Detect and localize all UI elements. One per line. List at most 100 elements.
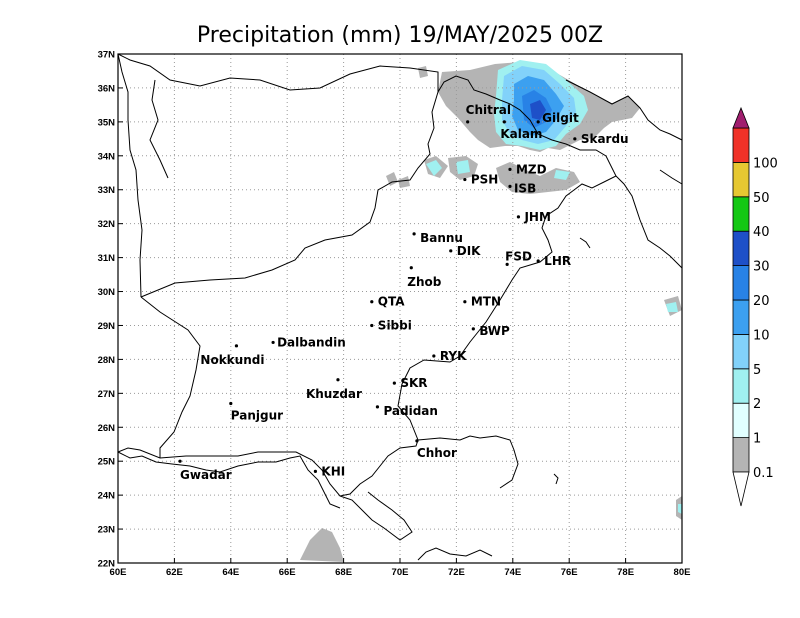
precip-area-light-3 (554, 170, 570, 180)
x-tick-label: 72E (448, 567, 465, 578)
lake-stub (579, 237, 591, 249)
city-label: Padidan (383, 404, 438, 418)
city-jhm: JHM (516, 210, 551, 224)
precip-area-gray-5 (386, 172, 398, 186)
colorbar-label: 5 (753, 363, 761, 378)
colorbar-label: 100 (753, 156, 778, 171)
colorbar-bottom-arrow (732, 471, 750, 507)
precip-area-light-5 (678, 504, 682, 514)
kutch-coast (339, 491, 413, 541)
city-padidan: Padidan (375, 404, 438, 418)
map-gridlines (118, 54, 682, 563)
city-label: FSD (505, 249, 532, 263)
kashmir-china (565, 79, 683, 141)
iran-pakistan-border (140, 296, 201, 458)
city-marker (573, 137, 577, 141)
city-lhr: LHR (536, 254, 571, 268)
city-qta: QTA (370, 295, 405, 309)
city-label: KHI (321, 464, 345, 478)
colorbar-segment (732, 127, 750, 163)
afghan-north (117, 53, 439, 92)
city-marker (336, 378, 340, 382)
y-tick-label: 26N (98, 423, 116, 434)
colorbar-segment (732, 299, 750, 335)
map-boundaries (117, 53, 683, 561)
city-mzd: MZD (508, 162, 547, 176)
city-label: JHM (523, 210, 550, 224)
city-label: Chitral (466, 103, 511, 117)
precip-area-gray-6 (398, 176, 410, 188)
city-label: BWP (479, 324, 510, 338)
city-khi: KHI (313, 464, 345, 478)
city-marker (370, 323, 374, 328)
tibet-lines (659, 169, 683, 185)
city-marker (471, 327, 475, 331)
city-dik: DIK (449, 244, 481, 258)
y-axis-ticks: 22N 23N 24N 25N 26N 27N 28N 29N 30N 31N 32N 33N 34N 3… (98, 50, 123, 570)
y-tick-label: 36N (98, 83, 116, 94)
city-marker (516, 215, 521, 219)
precip-area-gray-4 (496, 162, 580, 194)
y-tick-label: 34N (98, 151, 116, 162)
precip-area-30mm (530, 100, 546, 120)
y-tick-label: 32N (98, 219, 116, 230)
y-tick-label: 25N (98, 457, 116, 468)
x-tick-label: 76E (561, 567, 578, 578)
city-khuzdar: Khuzdar (306, 378, 362, 401)
city-label: Skardu (581, 132, 629, 146)
x-tick-label: 80E (674, 567, 691, 578)
city-marker (536, 120, 540, 124)
city-zhob: Zhob (407, 266, 442, 289)
city-marker (502, 120, 506, 124)
colorbar-label: 30 (753, 260, 770, 275)
iran-afghan-border (117, 53, 143, 298)
colorbar-segment (732, 437, 750, 473)
city-label: Bannu (420, 231, 463, 245)
colorbar-top-arrow (732, 106, 750, 129)
city-gwadar: Gwadar (178, 459, 232, 482)
city-label: Gwadar (180, 468, 232, 482)
city-marker (229, 401, 233, 406)
india-border-north (615, 175, 683, 269)
city-nokkundi: Nokkundi (200, 344, 264, 367)
city-marker (463, 300, 467, 304)
city-marker (463, 177, 467, 182)
precip-area-light-2 (456, 160, 470, 174)
city-bwp: BWP (471, 324, 510, 338)
city-marker (178, 459, 182, 463)
city-marker (449, 249, 453, 253)
city-label: Dalbandin (277, 335, 346, 349)
colorbar-label: 0.1 (753, 466, 774, 481)
city-label: ISB (514, 181, 536, 195)
city-marker (466, 120, 470, 124)
city-panjgur: Panjgur (229, 401, 283, 423)
afghan-inner (149, 79, 169, 179)
colorbar-segment (732, 368, 750, 404)
city-fsd: FSD (505, 249, 532, 266)
x-tick-label: 78E (617, 567, 634, 578)
city-marker (508, 184, 512, 188)
city-gilgit: Gilgit (536, 111, 579, 125)
colorbar-segment (732, 265, 750, 301)
y-tick-label: 28N (98, 355, 116, 366)
city-kalam: Kalam (500, 120, 542, 141)
city-marker (409, 266, 413, 270)
city-bannu: Bannu (412, 231, 463, 245)
city-label: MZD (516, 162, 547, 176)
y-tick-label: 27N (98, 389, 116, 400)
colorbar-segment (732, 402, 750, 439)
y-tick-label: 35N (98, 117, 116, 128)
colorbar-label: 40 (753, 225, 770, 240)
city-chhor: Chhor (415, 439, 457, 460)
city-isb: ISB (508, 181, 536, 195)
pakistan-border (117, 75, 617, 497)
city-skardu: Skardu (573, 132, 629, 146)
small-island (553, 473, 559, 485)
colorbar-label: 50 (753, 191, 770, 206)
city-marker (432, 354, 436, 358)
colorbar-segment (732, 161, 750, 198)
colorbar-segment (732, 196, 750, 232)
city-marker (234, 344, 239, 348)
figure-title: Precipitation (mm) 19/MAY/2025 00Z (197, 23, 603, 48)
colorbar-segment (732, 333, 750, 370)
